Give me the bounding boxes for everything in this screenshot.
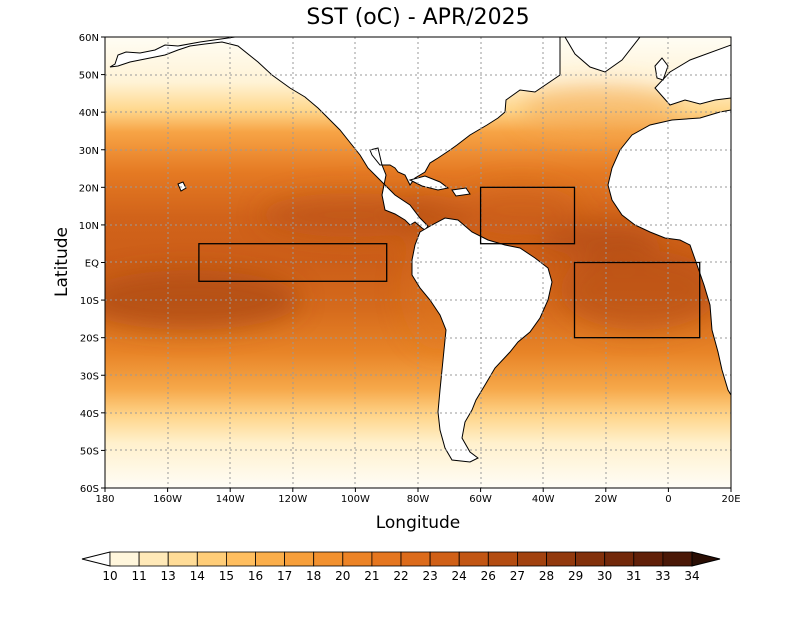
colorbar-segment xyxy=(225,551,256,567)
colorbar-tick-label: 33 xyxy=(655,569,670,583)
y-tick-label: 10N xyxy=(79,221,99,232)
y-tick-label: 30N xyxy=(79,146,99,157)
x-tick-label: 60W xyxy=(469,494,492,505)
y-tick-label: 20N xyxy=(79,183,99,194)
colorbar-segment xyxy=(284,551,315,567)
north-america xyxy=(109,37,561,231)
colorbar-tick-label: 27 xyxy=(510,569,525,583)
colorbar-segment xyxy=(196,551,227,567)
y-tick-label: 50N xyxy=(79,71,99,82)
colorbar-segment xyxy=(604,551,635,567)
y-tick-label: 60S xyxy=(80,484,99,495)
y-axis-ticks: 60N 50N 40N 30N 20N 10N EQ 10S 20S 30S 40S 50S 60S xyxy=(79,33,105,495)
y-tick-label: 40S xyxy=(80,409,99,420)
europe xyxy=(654,44,731,106)
colorbar-tick-label: 15 xyxy=(219,569,234,583)
y-tick-label: 20S xyxy=(80,334,99,345)
colorbar-high-arrow xyxy=(691,551,721,567)
x-tick-label: 140W xyxy=(216,494,245,505)
colorbar-segment xyxy=(371,551,402,567)
x-tick-label: 160W xyxy=(153,494,182,505)
south-america xyxy=(411,217,553,463)
map-plot-area xyxy=(105,37,731,488)
colorbar-segment xyxy=(429,551,460,567)
x-tick-label: 180 xyxy=(95,494,114,505)
colorbar-low-arrow xyxy=(81,551,111,567)
colorbar-segment xyxy=(342,551,373,567)
x-tick-label: 40W xyxy=(532,494,555,505)
map-title: SST (oC) - APR/2025 xyxy=(306,5,529,30)
colorbar-tick-label: 31 xyxy=(626,569,641,583)
colorbar-tick-label: 14 xyxy=(190,569,205,583)
hispaniola xyxy=(451,187,471,197)
x-axis-label: Longitude xyxy=(376,513,461,533)
colorbar-tick-label: 20 xyxy=(335,569,350,583)
colorbar-segment xyxy=(633,551,664,567)
colorbar-tick-label: 11 xyxy=(131,569,146,583)
cuba xyxy=(408,175,450,191)
colorbar-tick-label: 18 xyxy=(306,569,321,583)
y-tick-label: EQ xyxy=(85,259,99,270)
colorbar-segment xyxy=(400,551,431,567)
y-tick-label: 50S xyxy=(80,446,99,457)
y-axis-label: Latitude xyxy=(52,227,72,297)
colorbar-tick-label: 16 xyxy=(248,569,263,583)
colorbar-tick-label: 30 xyxy=(597,569,612,583)
x-axis-ticks: 180 160W 140W 120W 100W 80W 60W 40W 20W 0 20E xyxy=(95,488,741,505)
colorbar-tick-label: 29 xyxy=(568,569,583,583)
colorbar-tick-label: 26 xyxy=(481,569,496,583)
colorbar-segment xyxy=(517,551,547,567)
x-tick-label: 80W xyxy=(407,494,430,505)
colorbar-segment xyxy=(138,551,169,567)
colorbar-segment xyxy=(487,551,518,567)
colorbar-segment xyxy=(575,551,606,567)
colorbar-tick-label: 23 xyxy=(422,569,437,583)
colorbar-tick-label: 24 xyxy=(452,569,467,583)
x-tick-label: 0 xyxy=(665,494,671,505)
x-tick-label: 100W xyxy=(341,494,370,505)
region-boxes xyxy=(198,186,701,339)
y-tick-label: 30S xyxy=(80,371,99,382)
great-britain xyxy=(654,57,669,81)
colorbar-tick-label: 34 xyxy=(684,569,699,583)
x-tick-label: 20E xyxy=(721,494,740,505)
colorbar-segment xyxy=(109,551,140,567)
colorbar-segment xyxy=(662,551,693,567)
colorbar-segment xyxy=(458,551,489,567)
y-tick-label: 10S xyxy=(80,296,99,307)
colorbar-tick-label: 17 xyxy=(277,569,292,583)
colorbar: 10 11 13 14 15 16 17 18 20 21 22 23 24 26 27 28 29 30 31 33… xyxy=(81,551,721,583)
land-masses xyxy=(109,37,731,463)
y-tick-label: 40N xyxy=(79,108,99,119)
colorbar-segment xyxy=(546,551,577,567)
region-box-nino-region xyxy=(198,243,388,282)
colorbar-tick-label: 28 xyxy=(539,569,554,583)
x-tick-label: 120W xyxy=(278,494,307,505)
x-tick-label: 20W xyxy=(594,494,617,505)
greenland xyxy=(564,37,641,73)
colorbar-segment xyxy=(167,551,198,567)
colorbar-tick-label: 22 xyxy=(393,569,408,583)
region-box-tropical-south-atlantic xyxy=(573,261,701,339)
colorbar-segment xyxy=(255,551,286,567)
colorbar-tick-label: 21 xyxy=(364,569,379,583)
region-box-tropical-north-atlantic xyxy=(479,186,576,245)
colorbar-tick-label: 13 xyxy=(161,569,176,583)
colorbar-tick-label: 10 xyxy=(102,569,117,583)
y-tick-label: 60N xyxy=(79,33,99,44)
colorbar-segment xyxy=(313,551,344,567)
africa xyxy=(607,109,731,396)
